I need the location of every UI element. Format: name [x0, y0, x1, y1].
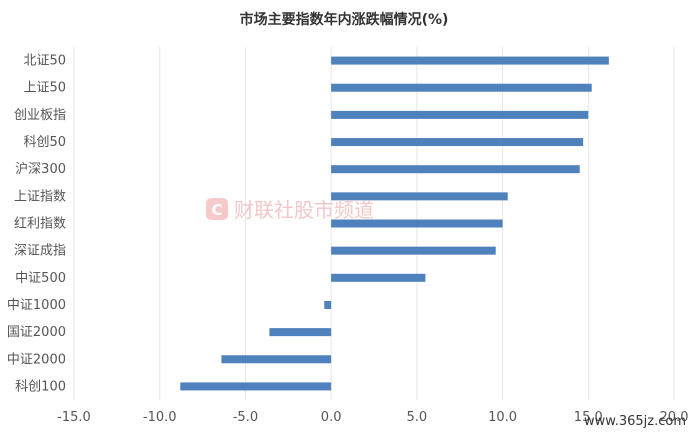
category-label: 红利指数 — [14, 216, 66, 232]
category-label: 科创100 — [15, 379, 66, 394]
bar — [331, 56, 609, 65]
x-tick-label: 20.0 — [660, 410, 689, 425]
category-label: 上证50 — [23, 81, 66, 96]
watermark-site: www.365jz.com — [584, 414, 686, 429]
bar — [269, 328, 332, 337]
x-tick-label: 0.0 — [321, 410, 342, 425]
bar — [331, 273, 426, 282]
watermark-logo: C — [206, 198, 228, 220]
x-tick-label: -15.0 — [57, 410, 91, 425]
bars — [180, 56, 609, 391]
svg-text:C: C — [211, 201, 222, 219]
x-tick-label: 10.0 — [488, 410, 517, 425]
category-label: 深证成指 — [14, 244, 66, 259]
bar — [331, 246, 496, 255]
x-tick-label: -5.0 — [233, 410, 258, 425]
bar — [331, 219, 503, 228]
bar — [331, 138, 584, 147]
category-label: 北证50 — [23, 54, 66, 69]
category-label: 中证500 — [15, 271, 66, 286]
category-label: 中证1000 — [7, 298, 66, 313]
bar — [331, 83, 592, 92]
chart-title: 市场主要指数年内涨跌幅情况(%) — [240, 11, 449, 28]
category-label: 国证2000 — [7, 325, 66, 340]
watermark-text: 财联社股市频道 — [234, 198, 374, 222]
x-tick-label: 15.0 — [574, 410, 603, 425]
bar — [331, 110, 589, 119]
category-label: 中证2000 — [7, 352, 66, 367]
bar — [221, 355, 332, 364]
bar — [331, 192, 508, 201]
x-tick-label: -10.0 — [143, 410, 177, 425]
bar — [324, 300, 332, 309]
category-label: 创业板指 — [14, 108, 66, 123]
x-tick-labels: -15.0 -10.0 -5.0 0.0 5.0 10.0 15.0 20.0 — [57, 410, 688, 425]
bar — [331, 165, 580, 174]
bar — [180, 382, 332, 391]
category-label: 沪深300 — [15, 161, 66, 177]
category-label: 科创50 — [23, 135, 66, 150]
category-label: 上证指数 — [14, 189, 66, 204]
x-tick-label: 5.0 — [407, 410, 428, 425]
